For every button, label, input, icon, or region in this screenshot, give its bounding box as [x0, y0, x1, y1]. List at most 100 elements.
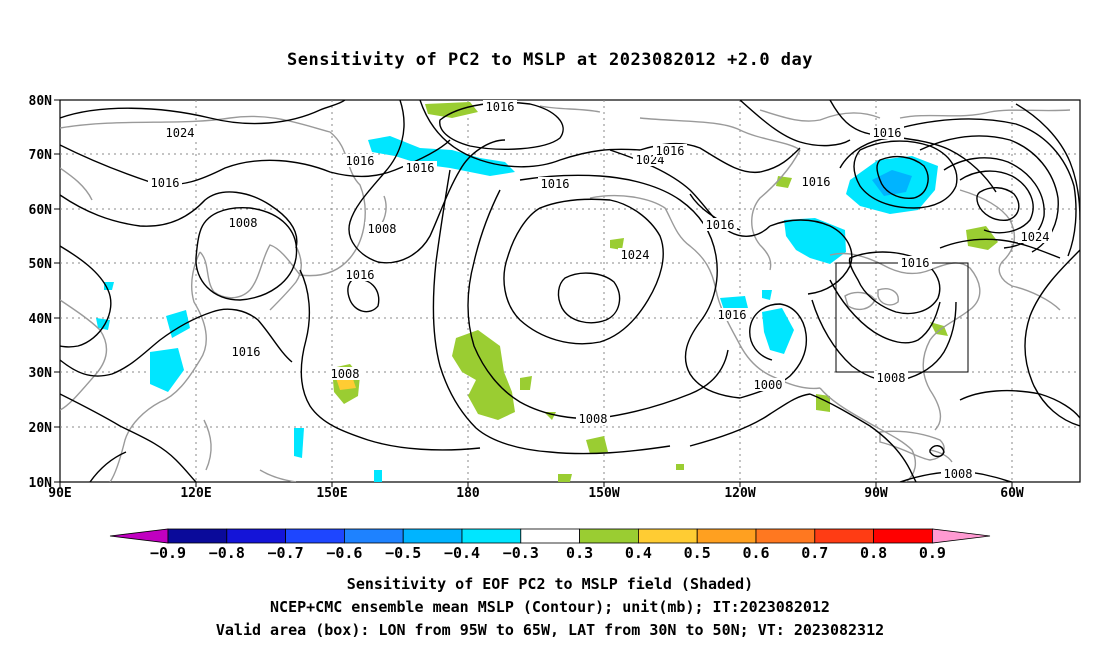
lat-label: 30N	[29, 366, 53, 381]
contour-label-bg	[870, 126, 904, 139]
contour-label: 1016	[151, 176, 180, 190]
shade-cyan-blob	[762, 290, 772, 300]
colorbar-tick-label: −0.9	[150, 544, 186, 562]
lat-label: 50N	[29, 257, 53, 272]
contour-label: 1016	[541, 177, 570, 191]
contour-label: 1016	[346, 268, 375, 282]
colorbar-tick-label: −0.3	[503, 544, 539, 562]
contour-label-bg	[799, 175, 833, 188]
contour-label: 1008	[877, 371, 906, 385]
contour-label: 1016	[706, 218, 735, 232]
lon-label: 180	[456, 486, 480, 501]
contour-label: 1016	[406, 161, 435, 175]
contour-label: 1016	[346, 154, 375, 168]
contour-label: 1008	[944, 467, 973, 481]
lat-label: 20N	[29, 421, 53, 436]
colorbar-tick-label: 0.9	[919, 544, 946, 562]
colorbar-tick-label: −0.6	[326, 544, 362, 562]
colorbar-tick-label: 0.7	[801, 544, 828, 562]
contour-label: 1024	[621, 248, 650, 262]
shade-green-blob	[610, 238, 624, 250]
contour-label-bg	[1018, 230, 1052, 243]
shade-cyan-blob	[720, 296, 748, 310]
colorbar-swatch	[696, 528, 757, 544]
contour-label: 1016	[901, 256, 930, 270]
shade-cyan-blob	[784, 218, 846, 264]
contour-label-bg	[148, 176, 182, 189]
colorbar-end-right	[932, 528, 991, 544]
shade-green-blob	[930, 322, 948, 336]
contour-label-bg	[715, 308, 749, 321]
colorbar-tick-label: −0.7	[268, 544, 304, 562]
contour-label-bg	[403, 161, 437, 174]
contour-label: 1016	[656, 144, 685, 158]
colorbar-end-left	[109, 528, 169, 544]
lat-axis: 80N 70N 60N 50N 40N 30N 20N 10N	[29, 94, 53, 491]
caption-line-3: Valid area (box): LON from 95W to 65W, L…	[215, 621, 885, 639]
colorbar-tick-label: 0.5	[684, 544, 711, 562]
coastlines	[60, 105, 1071, 482]
colorbar: −0.9 −0.8 −0.7 −0.6 −0.5 −0.4 −0.3 0.3 0.4 0.5 0.6…	[109, 528, 991, 562]
contour-label-bg	[163, 126, 197, 139]
colorbar-tick-label: 0.3	[566, 544, 593, 562]
contour-label: 1008	[229, 216, 258, 230]
lon-label: 120W	[724, 486, 755, 501]
contour-label-bg	[751, 378, 785, 391]
contour-label: 1008	[368, 222, 397, 236]
shade-green-blob	[676, 464, 684, 470]
mslp-contours	[60, 100, 1080, 482]
contour-label: 1024	[1021, 230, 1050, 244]
lon-axis: 90E 120E 150E 180 150W 120W 90W 60W	[48, 486, 1024, 501]
lon-label: 150W	[588, 486, 619, 501]
lat-label: 80N	[29, 94, 53, 109]
contour-label-bg	[343, 154, 377, 167]
contour-label-bg	[576, 412, 610, 425]
lon-label: 150E	[316, 486, 347, 501]
colorbar-swatch	[638, 528, 698, 544]
contour-label: 1016	[718, 308, 747, 322]
contour-label: 1016	[873, 126, 902, 140]
shade-cyan-blob	[762, 308, 794, 354]
caption-line-2: NCEP+CMC ensemble mean MSLP (Contour); u…	[270, 598, 830, 616]
contour-label: 1016	[802, 175, 831, 189]
contour-label: 1000	[754, 378, 783, 392]
contour-label-bg	[874, 371, 908, 384]
colorbar-swatch	[285, 528, 345, 544]
colorbar-swatch	[579, 528, 639, 544]
contour-label-bg	[229, 345, 263, 358]
shade-green-blob	[425, 102, 478, 118]
lat-label: 10N	[29, 476, 53, 491]
contour-label-bg	[703, 218, 737, 231]
shade-green-blob	[520, 376, 532, 390]
lat-label: 70N	[29, 148, 53, 163]
contour-labels: 1024 1016 1008 1016 1008 1016 1016 1008 1016 1024…	[148, 100, 1052, 481]
lon-label: 120E	[180, 486, 211, 501]
lon-label: 90E	[48, 486, 71, 501]
contour-label-bg	[618, 248, 652, 261]
shade-cyan-blob	[374, 470, 382, 482]
colorbar-tick-label: 0.4	[625, 544, 652, 562]
contour-label-bg	[653, 144, 687, 157]
colorbar-tick-label: −0.5	[385, 544, 421, 562]
colorbar-swatch	[755, 528, 816, 544]
lon-label: 90W	[864, 486, 888, 501]
contour-label: 1016	[486, 100, 515, 114]
lon-label: 60W	[1000, 486, 1024, 501]
shade-green-blob	[586, 436, 608, 454]
caption-line-1: Sensitivity of EOF PC2 to MSLP field (Sh…	[346, 575, 754, 593]
contour-label-bg	[365, 222, 399, 235]
shade-cyan-blob	[150, 348, 184, 392]
contour-label-bg	[226, 216, 260, 229]
chart-title: Sensitivity of PC2 to MSLP at 2023082012…	[286, 50, 813, 70]
shade-green-blob	[452, 330, 515, 420]
colorbar-swatch	[461, 528, 522, 544]
contour-label: 1016	[232, 345, 261, 359]
contour-label: 1024	[166, 126, 195, 140]
colorbar-tick-label: −0.8	[209, 544, 245, 562]
colorbar-swatch	[873, 528, 933, 544]
contour-label: 1008	[579, 412, 608, 426]
colorbar-tick-label: −0.4	[444, 544, 480, 562]
shade-blue-blob	[872, 170, 912, 196]
lat-label: 40N	[29, 312, 53, 327]
contour-label-bg	[343, 268, 377, 281]
